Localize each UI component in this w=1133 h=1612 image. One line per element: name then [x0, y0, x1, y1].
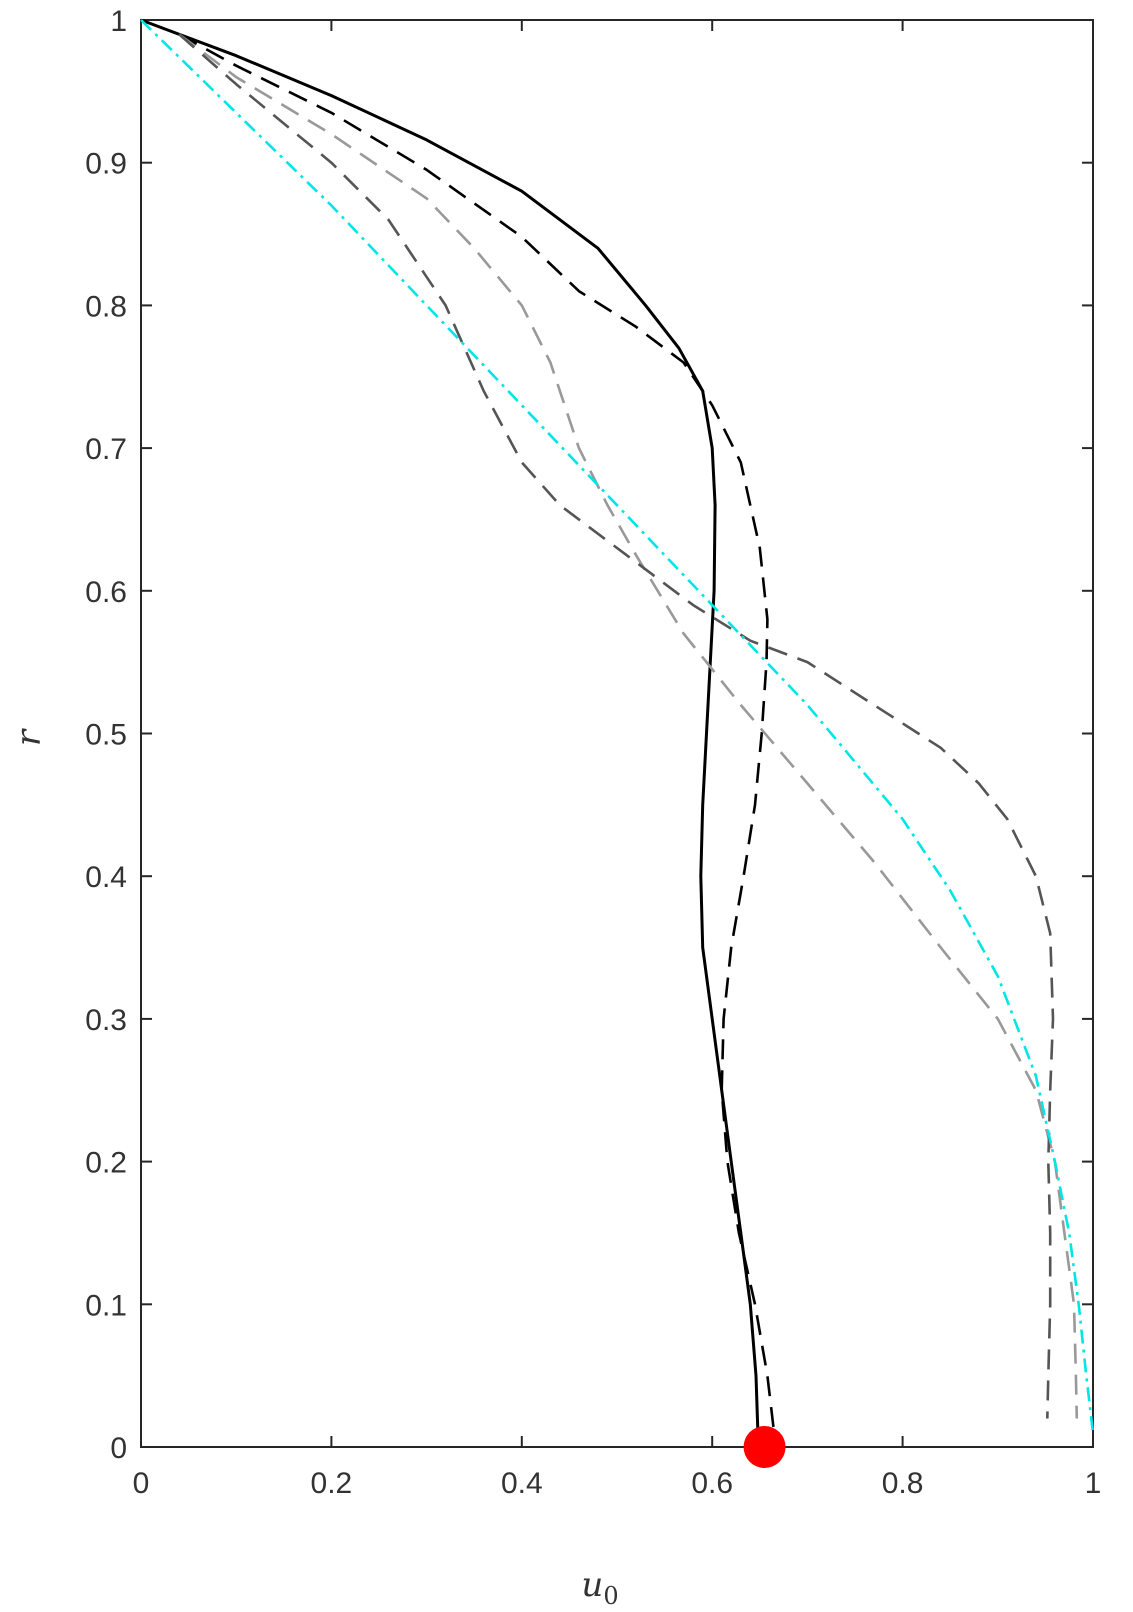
y-tick-label: 0.7 — [85, 433, 127, 466]
y-tick-label: 0.5 — [85, 719, 127, 752]
y-tick-label: 0.9 — [85, 148, 127, 181]
x-tick-label: 0 — [133, 1467, 150, 1500]
series-line-1 — [140, 18, 760, 1433]
y-tick-label: 0.2 — [85, 1147, 127, 1180]
y-tick-label: 0 — [110, 1432, 127, 1465]
y-tick-label: 0.6 — [85, 576, 127, 609]
x-axis-label: u0 — [581, 1565, 618, 1610]
series-line-4 — [178, 33, 1055, 1419]
y-axis-label: r — [9, 728, 49, 746]
y-tick-labels: 0 0.1 0.2 0.3 0.4 0.5 0.6 0.7 0.8 0.9 1 — [85, 5, 127, 1465]
x-tick-label: 1 — [1085, 1467, 1102, 1500]
tick-marks — [140, 19, 1094, 1448]
y-tick-label: 0.4 — [85, 861, 127, 894]
x-axis-label-main: u — [581, 1565, 603, 1605]
markers — [743, 1426, 786, 1468]
series-line-2 — [178, 33, 776, 1433]
data-point-marker — [743, 1426, 786, 1468]
series-line-5 — [140, 19, 1095, 1433]
series-lines — [140, 18, 1095, 1433]
y-tick-label: 0.1 — [85, 1289, 127, 1322]
x-tick-label: 0.8 — [882, 1467, 924, 1500]
x-tick-labels: 0 0.2 0.4 0.6 0.8 1 — [133, 1467, 1102, 1500]
x-axis-label-subscript: 0 — [603, 1582, 618, 1610]
y-tick-label: 0.3 — [85, 1004, 127, 1037]
x-tick-label: 0.2 — [311, 1467, 353, 1500]
series-line-3 — [178, 33, 1079, 1419]
x-tick-label: 0.6 — [691, 1467, 733, 1500]
x-tick-label: 0.4 — [501, 1467, 543, 1500]
y-tick-label: 1 — [110, 5, 127, 38]
y-tick-label: 0.8 — [85, 290, 127, 323]
